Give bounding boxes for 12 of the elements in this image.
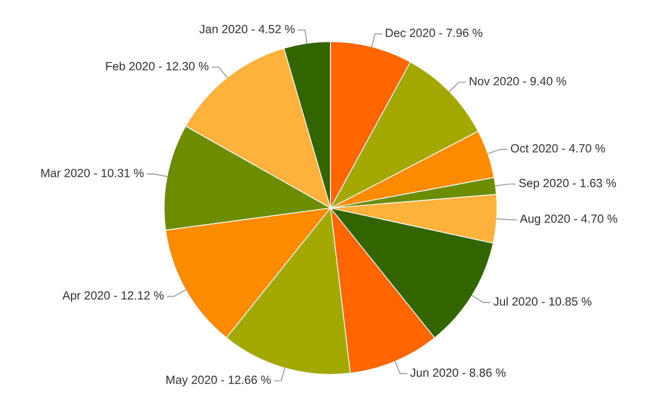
slice-label: Feb 2020 - 12.30 % [106, 62, 208, 70]
slice-label: Aug 2020 - 4.70 % [520, 214, 618, 226]
slice-label: Jan 2020 - 4.52 % [199, 24, 295, 34]
slice-label: Dec 2020 - 7.96 % [386, 28, 482, 38]
slice-label: Sep 2020 - 1.63 % [519, 178, 616, 190]
slice-label: Nov 2020 - 9.40 % [470, 77, 566, 86]
slice-label: Oct 2020 - 4.70 % [510, 144, 606, 153]
slice-label: May 2020 - 12.66 % [166, 376, 271, 386]
slice-label: Mar 2020 - 10.31 % [41, 168, 144, 178]
slice-label: Jun 2020 - 8.86 % [410, 368, 506, 377]
slice-label: Jul 2020 - 10.85 % [494, 296, 592, 306]
slice-label: Apr 2020 - 12.12 % [62, 291, 164, 302]
